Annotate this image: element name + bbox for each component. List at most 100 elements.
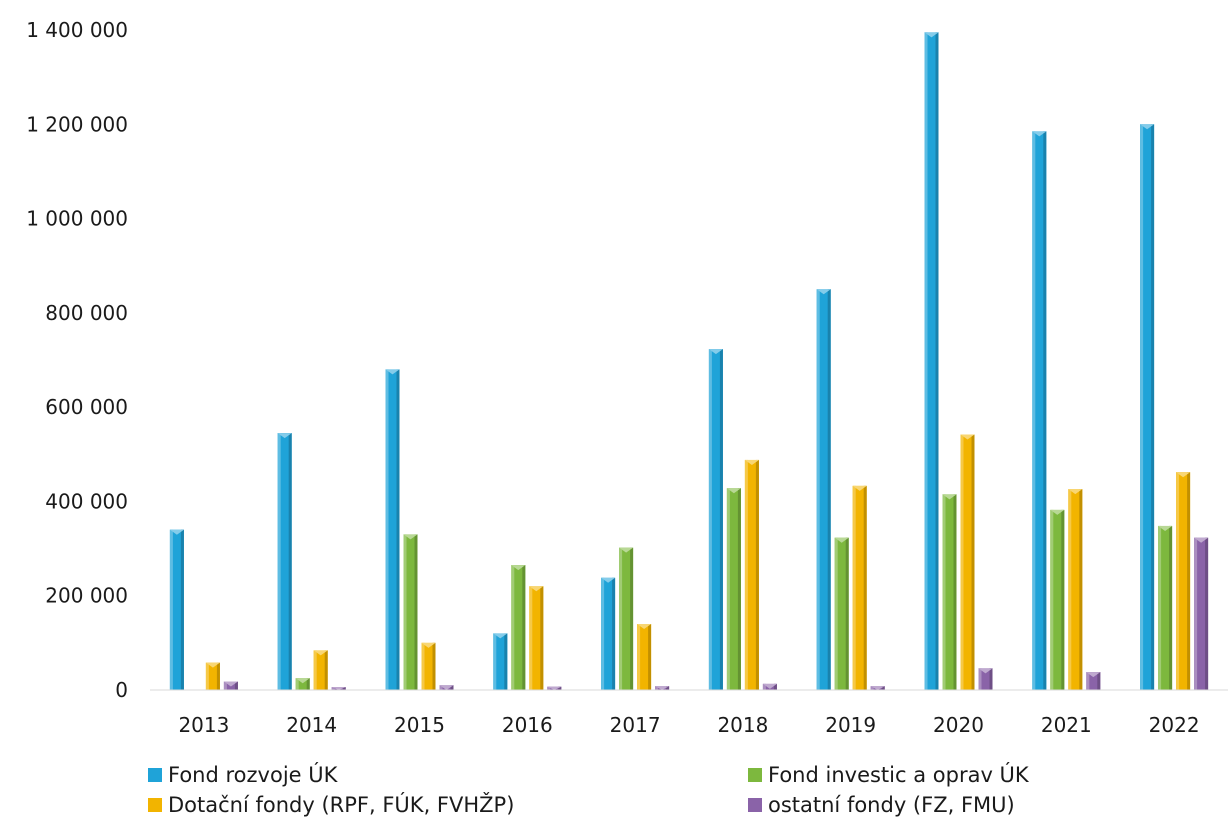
bar-body [942, 494, 957, 690]
bar-cap [223, 681, 238, 687]
bar-shadow [737, 488, 741, 690]
bar-shadow [1205, 537, 1209, 690]
bar [331, 687, 346, 690]
bar-cap [870, 686, 885, 690]
bar [493, 633, 508, 690]
bar-highlight [1194, 537, 1198, 690]
bar-body [313, 650, 328, 690]
bar-cap [852, 485, 867, 491]
bar-highlight [403, 534, 407, 690]
bar-cap [295, 678, 310, 684]
bar [205, 662, 220, 690]
bar-cap [1068, 489, 1083, 495]
y-tick-label: 0 [115, 678, 128, 702]
bar-shadow [540, 586, 544, 690]
bar-body [1140, 124, 1155, 691]
bar-shadow [432, 642, 436, 690]
bar-shadow [522, 565, 526, 690]
bar-highlight [655, 686, 659, 690]
bar-highlight [762, 683, 766, 690]
bar-shadow [666, 686, 670, 690]
bar [601, 577, 616, 690]
bar-highlight [277, 433, 281, 690]
x-tick-label: 2018 [717, 713, 768, 737]
bar-body [726, 488, 741, 690]
bar-body [1194, 537, 1209, 690]
legend-label: Fond investic a oprav ÚK [768, 762, 1030, 787]
bar-shadow [180, 529, 184, 690]
bar [637, 624, 652, 690]
bar-highlight [385, 369, 389, 690]
bar-highlight [439, 685, 443, 690]
bar-body [1176, 472, 1191, 690]
bar-body [619, 547, 634, 690]
bar-highlight [834, 537, 838, 690]
bar-cap [1050, 509, 1065, 515]
bar-shadow [450, 685, 454, 690]
bar [313, 650, 328, 690]
bar-shadow [288, 433, 292, 690]
bar-shadow [719, 349, 723, 690]
bar-highlight [313, 650, 317, 690]
bar-cap [924, 32, 939, 38]
bar-body [601, 577, 616, 690]
legend: Fond rozvoje ÚK Fond investic a oprav ÚK D… [148, 762, 1030, 817]
bar [511, 565, 526, 690]
bar-cap [708, 349, 723, 355]
bar-body [1086, 672, 1101, 690]
bar-body [421, 642, 436, 690]
bar-cap [1176, 472, 1191, 478]
bar-highlight [1140, 124, 1144, 691]
bar-cap [1140, 124, 1155, 130]
bar-shadow [845, 537, 849, 690]
bar-shadow [396, 369, 400, 690]
bar-shadow [773, 683, 777, 690]
y-tick-label: 200 000 [45, 584, 128, 608]
bar-cap [169, 529, 184, 535]
legend-swatch [748, 768, 762, 782]
bar-cap [978, 668, 993, 674]
bar-body [1050, 509, 1065, 690]
bar-highlight [1086, 672, 1090, 690]
bar-shadow [324, 650, 328, 690]
bar [870, 686, 885, 690]
bar-shadow [827, 289, 831, 690]
y-tick-label: 800 000 [45, 301, 128, 325]
y-tick-label: 600 000 [45, 395, 128, 419]
bar-shadow [1079, 489, 1083, 690]
bar-shadow [630, 547, 634, 690]
bar [1068, 489, 1083, 690]
bar-highlight [529, 586, 533, 690]
bar-cap [762, 683, 777, 689]
bar-highlight [511, 565, 515, 690]
bar-shadow [1061, 509, 1065, 690]
bar-highlight [744, 459, 748, 690]
bar [655, 686, 670, 690]
bar-body [1032, 131, 1047, 690]
bar [726, 488, 741, 690]
bar-highlight [331, 687, 335, 690]
bar-body [852, 485, 867, 690]
bar [547, 686, 562, 690]
bar-highlight [924, 32, 928, 691]
bar [223, 681, 238, 690]
bar-cap [942, 494, 957, 500]
bar [708, 349, 723, 690]
legend-item: ostatní fondy (FZ, FMU) [748, 793, 1015, 817]
bar-highlight [421, 642, 425, 690]
bar [942, 494, 957, 690]
bar-shadow [881, 686, 885, 690]
bar-shadow [1151, 124, 1155, 691]
bar-body [708, 349, 723, 690]
bar-cap [834, 537, 849, 543]
bar-cap [1032, 131, 1047, 137]
bar [924, 32, 939, 691]
bar-cap [619, 547, 634, 553]
bar-highlight [619, 547, 623, 690]
bar-body [637, 624, 652, 690]
bar-highlight [601, 577, 605, 690]
bar-body [834, 537, 849, 690]
bar-shadow [306, 678, 310, 690]
